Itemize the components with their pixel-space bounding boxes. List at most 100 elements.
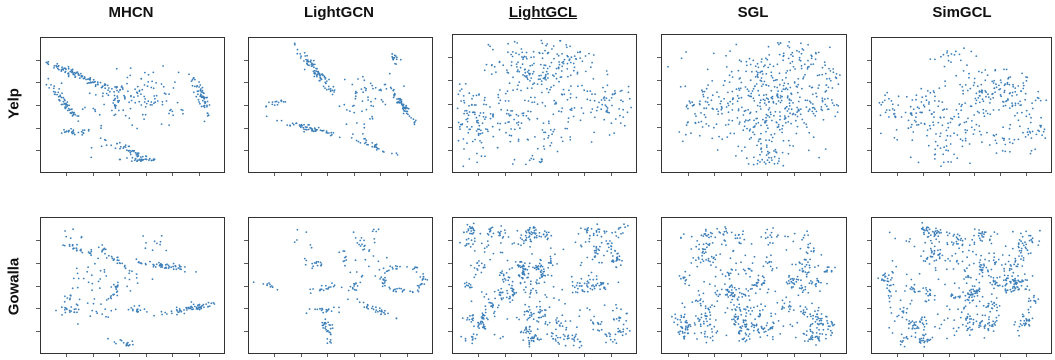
- scatter-point: [63, 244, 66, 247]
- scatter-point: [764, 305, 767, 308]
- scatter-point: [471, 318, 473, 320]
- scatter-point: [961, 86, 964, 88]
- scatter-point: [353, 288, 356, 291]
- scatter-point: [499, 234, 501, 237]
- scatter-point: [599, 245, 601, 248]
- scatter-point: [390, 87, 393, 90]
- scatter-point: [818, 156, 820, 159]
- scatter-point: [821, 97, 824, 100]
- scatter-point: [374, 144, 377, 146]
- scatter-point: [99, 278, 102, 280]
- scatter-point: [403, 288, 406, 291]
- scatter-point: [560, 93, 563, 95]
- scatter-point: [785, 296, 788, 299]
- scatter-point: [486, 246, 488, 248]
- scatter-point: [915, 98, 917, 101]
- scatter-point: [749, 313, 752, 316]
- scatter-point: [127, 150, 130, 152]
- scatter-point: [134, 88, 136, 91]
- scatter-point: [760, 142, 762, 145]
- scatter-point: [533, 336, 535, 339]
- scatter-point: [190, 301, 193, 303]
- scatter-point: [351, 105, 354, 107]
- scatter-point: [967, 292, 969, 294]
- scatter-point: [587, 282, 590, 284]
- scatter-point: [60, 82, 63, 85]
- scatter-point: [528, 118, 531, 121]
- scatter-point: [306, 62, 308, 64]
- scatter-point: [506, 71, 509, 74]
- scatter-point: [140, 156, 142, 158]
- scatter-point: [978, 125, 981, 127]
- scatter-point: [558, 299, 560, 301]
- scatter-point: [756, 162, 759, 165]
- scatter-point: [65, 106, 67, 109]
- scatter-point: [996, 276, 999, 279]
- scatter-point: [138, 158, 141, 161]
- scatter-point: [533, 101, 536, 103]
- scatter-point: [769, 241, 771, 244]
- scatter-point: [925, 322, 928, 325]
- scatter-point: [522, 265, 525, 268]
- scatter-point: [810, 54, 813, 57]
- scatter-point: [924, 333, 927, 336]
- scatter-point: [945, 149, 947, 151]
- scatter-point: [711, 339, 714, 342]
- scatter-point: [1031, 102, 1033, 104]
- scatter-point: [159, 243, 161, 246]
- scatter-point: [760, 148, 762, 151]
- scatter-point: [941, 254, 944, 257]
- scatter-point: [105, 257, 108, 259]
- scatter-point: [381, 310, 383, 313]
- scatter-point: [426, 279, 429, 281]
- scatter-point: [709, 323, 712, 326]
- scatter-point: [937, 230, 940, 233]
- scatter-point: [961, 103, 963, 106]
- scatter-point: [477, 119, 479, 122]
- scatter-point: [998, 305, 1001, 307]
- scatter-point: [367, 99, 369, 101]
- scatter-point: [766, 291, 769, 294]
- scatter-point: [727, 296, 730, 298]
- scatter-point: [115, 86, 118, 89]
- scatter-point: [375, 306, 377, 309]
- scatter-point: [747, 335, 750, 337]
- scatter-point: [530, 77, 533, 79]
- scatter-point: [957, 113, 960, 115]
- scatter-point: [773, 85, 776, 88]
- scatter-point: [511, 163, 514, 165]
- scatter-point: [178, 308, 181, 310]
- scatter-point: [684, 328, 687, 331]
- scatter-point: [1017, 329, 1019, 332]
- scatter-point: [306, 60, 308, 63]
- scatter-point: [100, 303, 102, 305]
- scatter-point: [396, 98, 398, 100]
- scatter-point: [115, 104, 117, 107]
- scatter-point: [599, 323, 602, 325]
- scatter-point: [932, 124, 935, 126]
- scatter-point: [794, 119, 797, 122]
- scatter-point: [961, 139, 964, 142]
- scatter-point: [200, 105, 203, 108]
- scatter-point: [567, 117, 570, 119]
- scatter-point: [717, 113, 719, 115]
- scatter-point: [789, 62, 792, 65]
- scatter-point: [923, 341, 926, 344]
- scatter-point: [494, 297, 496, 300]
- scatter-point: [574, 58, 577, 60]
- scatter-point: [478, 327, 481, 329]
- scatter-point: [920, 101, 923, 103]
- scatter-point: [946, 52, 948, 54]
- scatter-point: [946, 234, 949, 237]
- scatter-point: [744, 319, 747, 322]
- scatter-point: [372, 105, 375, 108]
- scatter-point: [89, 76, 92, 79]
- scatter-point: [471, 342, 474, 345]
- scatter-point: [811, 322, 814, 325]
- scatter-point: [776, 63, 779, 66]
- scatter-point: [905, 95, 908, 98]
- scatter-point: [815, 285, 817, 288]
- scatter-point: [129, 107, 132, 110]
- scatter-point: [528, 305, 530, 308]
- scatter-point: [767, 66, 770, 69]
